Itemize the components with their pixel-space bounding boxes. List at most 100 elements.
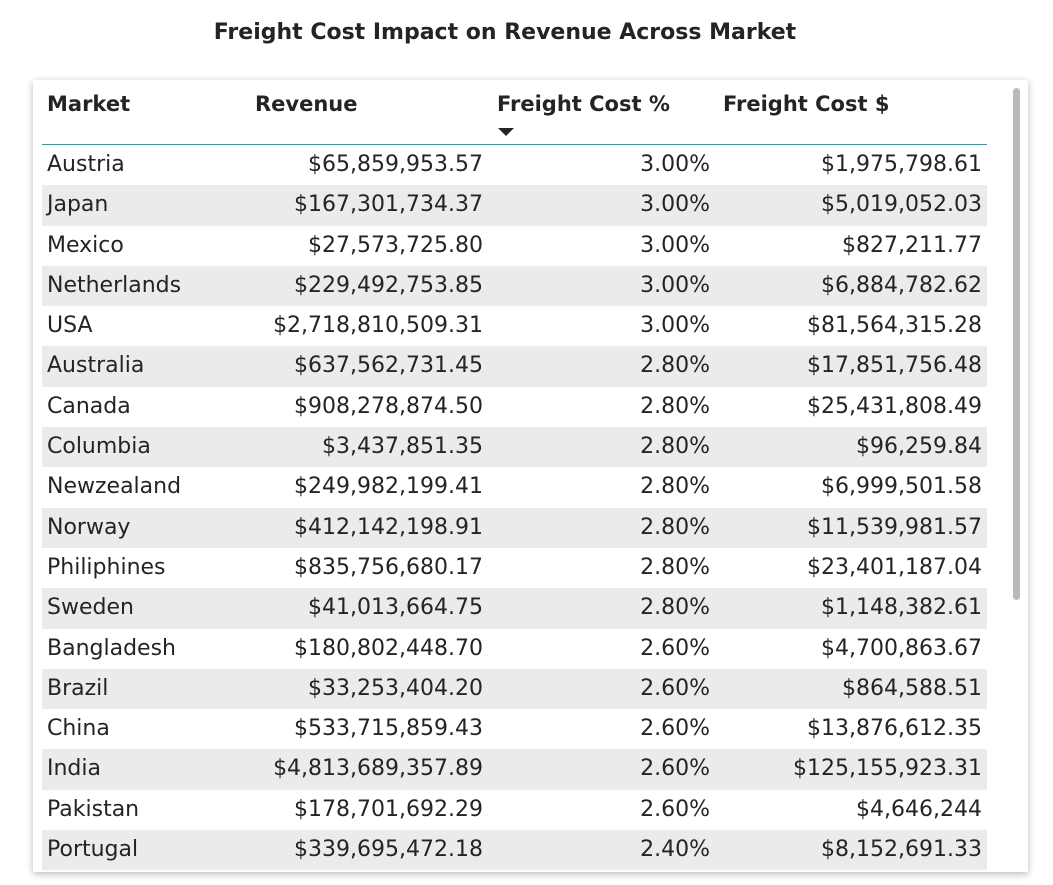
cell-revenue: $33,253,404.20: [308, 675, 483, 701]
cell-freight-cost-dollar: $5,019,052.03: [821, 192, 982, 218]
column-header-market[interactable]: Market: [47, 92, 131, 116]
cell-market: Netherlands: [47, 272, 182, 298]
cell-freight-cost-dollar: $4,700,863.67: [821, 635, 982, 661]
cell-revenue: $908,278,874.50: [294, 393, 483, 419]
cell-freight-cost-dollar: $23,401,187.04: [807, 554, 982, 580]
cell-freight-cost-percent: 2.60%: [640, 756, 710, 782]
cell-freight-cost-percent: 2.60%: [640, 796, 710, 822]
table-row[interactable]: Mexico $27,573,725.80 3.00% $827,211.77: [42, 226, 987, 266]
cell-market: USA: [47, 313, 93, 339]
column-header-revenue[interactable]: Revenue: [255, 92, 358, 116]
table-row[interactable]: Japan $167,301,734.37 3.00% $5,019,052.03: [42, 185, 987, 226]
cell-freight-cost-dollar: $6,999,501.58: [821, 474, 982, 500]
cell-revenue: $167,301,734.37: [294, 192, 483, 218]
cell-revenue: $178,701,692.29: [294, 796, 483, 822]
cell-market: Japan: [47, 192, 109, 218]
cell-freight-cost-dollar: $864,588.51: [842, 675, 982, 701]
cell-revenue: $3,437,851.35: [322, 434, 483, 460]
cell-revenue: $835,756,680.17: [294, 554, 483, 580]
table-header: Market Revenue Freight Cost % Freight Co…: [42, 80, 987, 145]
table-row[interactable]: Sweden $41,013,664.75 2.80% $1,148,382.61: [42, 588, 987, 629]
table-row[interactable]: Austria $65,859,953.57 3.00% $1,975,798.61: [42, 145, 987, 185]
cell-revenue: $412,142,198.91: [294, 514, 483, 540]
cell-revenue: $229,492,753.85: [294, 272, 483, 298]
cell-freight-cost-percent: 3.00%: [640, 272, 710, 298]
cell-market: Mexico: [47, 232, 124, 258]
table-row[interactable]: Bangladesh $180,802,448.70 2.60% $4,700,863…: [42, 629, 987, 669]
cell-freight-cost-dollar: $17,851,756.48: [807, 353, 982, 379]
table-row[interactable]: Newzealand $249,982,199.41 2.80% $6,999,501…: [42, 467, 987, 507]
table-row[interactable]: Australia $637,562,731.45 2.80% $17,851,756…: [42, 346, 987, 387]
cell-freight-cost-percent: 2.80%: [640, 353, 710, 379]
cell-market: Philiphines: [47, 554, 166, 580]
cell-market: Brazil: [47, 675, 109, 701]
cell-revenue: $637,562,731.45: [294, 353, 483, 379]
cell-market: Sweden: [47, 595, 134, 621]
cell-market: Pakistan: [47, 796, 140, 822]
cell-revenue: $180,802,448.70: [294, 635, 483, 661]
cell-freight-cost-percent: 2.60%: [640, 635, 710, 661]
table-row[interactable]: Netherlands $229,492,753.85 3.00% $6,884,78…: [42, 265, 987, 307]
cell-freight-cost-percent: 2.80%: [640, 474, 710, 500]
cell-freight-cost-percent: 2.60%: [640, 716, 710, 742]
cell-freight-cost-percent: 3.00%: [640, 232, 710, 258]
cell-freight-cost-dollar: $6,884,782.62: [821, 272, 982, 298]
table-row[interactable]: Philiphines $835,756,680.17 2.80% $23,401,1…: [42, 548, 987, 588]
cell-freight-cost-dollar: $81,564,315.28: [807, 313, 982, 339]
cell-freight-cost-percent: 3.00%: [640, 313, 710, 339]
cell-freight-cost-dollar: $4,646,244: [856, 796, 982, 822]
cell-market: India: [47, 756, 101, 782]
cell-freight-cost-dollar: $13,876,612.35: [807, 716, 982, 742]
cell-freight-cost-dollar: $11,539,981.57: [807, 514, 982, 540]
cell-freight-cost-dollar: $8,152,691.33: [821, 837, 982, 863]
cell-market: Portugal: [47, 837, 139, 863]
table-row[interactable]: Columbia $3,437,851.35 2.80% $96,259.84: [42, 427, 987, 468]
cell-revenue: $65,859,953.57: [308, 152, 483, 177]
cell-freight-cost-dollar: $96,259.84: [856, 434, 982, 460]
cell-freight-cost-percent: 2.80%: [640, 434, 710, 460]
table-row[interactable]: Pakistan $178,701,692.29 2.60% $4,646,244: [42, 790, 987, 830]
table-row[interactable]: Canada $908,278,874.50 2.80% $25,431,808.49: [42, 387, 987, 427]
table-row[interactable]: Portugal $339,695,472.18 2.40% $8,152,691.3…: [42, 830, 987, 871]
cell-freight-cost-percent: 2.80%: [640, 554, 710, 580]
cell-freight-cost-dollar: $1,148,382.61: [821, 595, 982, 621]
visual-title: Freight Cost Impact on Revenue Across Ma…: [213, 20, 797, 45]
column-header-freight-cost-dollar[interactable]: Freight Cost $: [723, 92, 890, 116]
cell-freight-cost-percent: 3.00%: [640, 192, 710, 218]
cell-revenue: $27,573,725.80: [308, 232, 483, 258]
cell-market: Canada: [47, 393, 131, 419]
cell-freight-cost-dollar: $827,211.77: [842, 232, 982, 258]
table-body: Austria $65,859,953.57 3.00% $1,975,798.61 J…: [42, 145, 987, 871]
cell-revenue: $2,718,810,509.31: [273, 313, 483, 339]
table-row[interactable]: Brazil $33,253,404.20 2.60% $864,588.51: [42, 668, 987, 710]
vertical-scrollbar[interactable]: [1013, 88, 1020, 600]
cell-market: China: [47, 716, 110, 742]
cell-revenue: $4,813,689,357.89: [273, 756, 483, 782]
cell-revenue: $339,695,472.18: [294, 837, 483, 863]
table-row[interactable]: USA $2,718,810,509.31 3.00% $81,564,315.28: [42, 306, 987, 346]
cell-market: Australia: [47, 353, 145, 379]
table-row[interactable]: Norway $412,142,198.91 2.80% $11,539,981.57: [42, 507, 987, 548]
cell-freight-cost-percent: 2.40%: [640, 837, 710, 863]
cell-freight-cost-dollar: $125,155,923.31: [793, 756, 982, 782]
cell-market: Austria: [47, 152, 125, 177]
cell-revenue: $249,982,199.41: [294, 474, 483, 500]
cell-market: Bangladesh: [47, 635, 176, 661]
cell-freight-cost-percent: 3.00%: [640, 152, 710, 177]
cell-market: Newzealand: [47, 474, 182, 500]
cell-revenue: $41,013,664.75: [308, 595, 483, 621]
cell-market: Norway: [47, 514, 131, 540]
table-row[interactable]: India $4,813,689,357.89 2.60% $125,155,923.…: [42, 749, 987, 790]
cell-revenue: $533,715,859.43: [294, 716, 483, 742]
sort-descending-icon[interactable]: [498, 128, 514, 136]
cell-freight-cost-percent: 2.80%: [640, 393, 710, 419]
table-row[interactable]: China $533,715,859.43 2.60% $13,876,612.35: [42, 709, 987, 749]
cell-freight-cost-dollar: $25,431,808.49: [807, 393, 982, 419]
cell-freight-cost-percent: 2.80%: [640, 595, 710, 621]
column-header-freight-cost-percent[interactable]: Freight Cost %: [497, 92, 670, 116]
cell-freight-cost-percent: 2.60%: [640, 675, 710, 701]
cell-market: Columbia: [47, 434, 151, 460]
table-visual: Market Revenue Freight Cost % Freight Co…: [33, 80, 1028, 872]
cell-freight-cost-percent: 2.80%: [640, 514, 710, 540]
